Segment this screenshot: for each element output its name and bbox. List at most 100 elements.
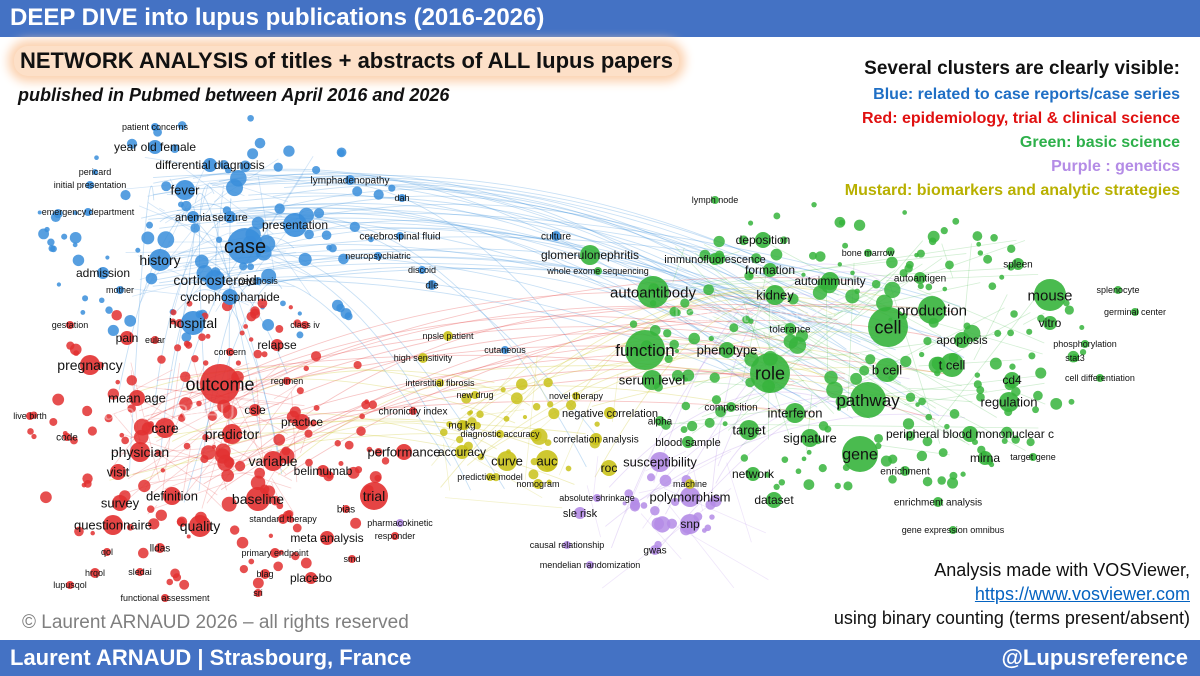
node [709,514,715,520]
term-label: seizure [212,212,247,224]
term-node [120,331,134,345]
term-label: signature [783,431,836,446]
node [1068,398,1075,405]
link [638,482,684,494]
term-label: diagnostic accuracy [460,429,540,439]
node [169,318,176,325]
link [132,365,479,394]
node [859,365,870,376]
term-node [455,445,469,459]
node [157,355,166,364]
term-label: function [615,341,675,360]
node [795,329,809,342]
node [680,298,690,308]
node [276,502,284,510]
node [248,558,255,565]
node [177,121,187,130]
node [133,429,149,445]
term-node [763,263,777,277]
term-node [1114,286,1122,294]
node [711,395,722,405]
term-label: polymorphism [650,490,731,505]
node [500,387,506,393]
node [699,249,711,261]
link [137,403,269,422]
term-labels: patient concerns year old female different… [13,122,1166,603]
node [1007,329,1014,337]
node [686,308,694,316]
term-node [283,213,307,237]
term-label: novel therapy [549,391,604,401]
term-node [305,572,317,584]
node [254,137,266,149]
node [205,333,211,339]
term-label: gwas [643,546,666,557]
link [712,316,901,386]
node [196,400,202,407]
node [548,407,560,420]
term-node [254,277,262,285]
node [334,440,341,447]
node [219,160,229,170]
node [104,414,113,423]
link [847,262,855,411]
node [709,372,720,383]
node [1033,390,1043,401]
link [561,347,827,396]
node [243,324,248,329]
term-node [625,330,665,370]
term-node [130,442,150,462]
headline: NETWORK ANALYSIS of titles + abstracts o… [14,46,679,76]
term-label: eular [145,335,165,345]
node [141,231,155,245]
link [164,449,273,490]
term-node [864,249,872,257]
node [917,283,924,290]
term-node [655,416,665,426]
node [73,210,78,216]
node [915,402,920,407]
node [811,201,817,208]
link [851,240,924,322]
link [678,408,788,424]
link [681,239,1017,290]
node [135,247,141,253]
term-label: susceptibility [623,455,697,470]
node [174,344,182,352]
link [273,383,299,400]
link [159,207,165,212]
term-label: lymphadenopathy [311,176,390,187]
term-node [999,392,1019,412]
link [199,185,215,414]
node [73,350,80,356]
term-label: whole exome sequencing [546,266,649,276]
network-map: patient concerns year old female different… [13,114,1166,603]
term-label: year old female [114,140,196,154]
node [1037,314,1045,323]
term-label: role [755,363,785,383]
node [905,260,914,269]
term-node [149,249,171,271]
node [186,534,191,539]
term-label: mirna [970,451,1000,465]
term-label: relapse [257,338,297,352]
term-label: blood sample [655,437,720,449]
node [310,351,322,362]
link [680,282,981,347]
term-node [949,526,957,534]
link [129,185,155,472]
node [313,404,320,411]
link [147,251,297,276]
term-label: gene expression omnibus [902,525,1005,535]
node [292,523,302,533]
link [156,362,308,442]
node [221,496,237,512]
vosviewer-link[interactable]: https://www.vosviewer.com [974,584,1190,604]
term-node [203,158,217,172]
term-label: blag [256,569,273,579]
legend-item-green: Green: basic science [1019,134,1180,151]
link [235,397,266,466]
term-node [348,555,356,563]
node [247,148,259,160]
node [254,467,266,479]
